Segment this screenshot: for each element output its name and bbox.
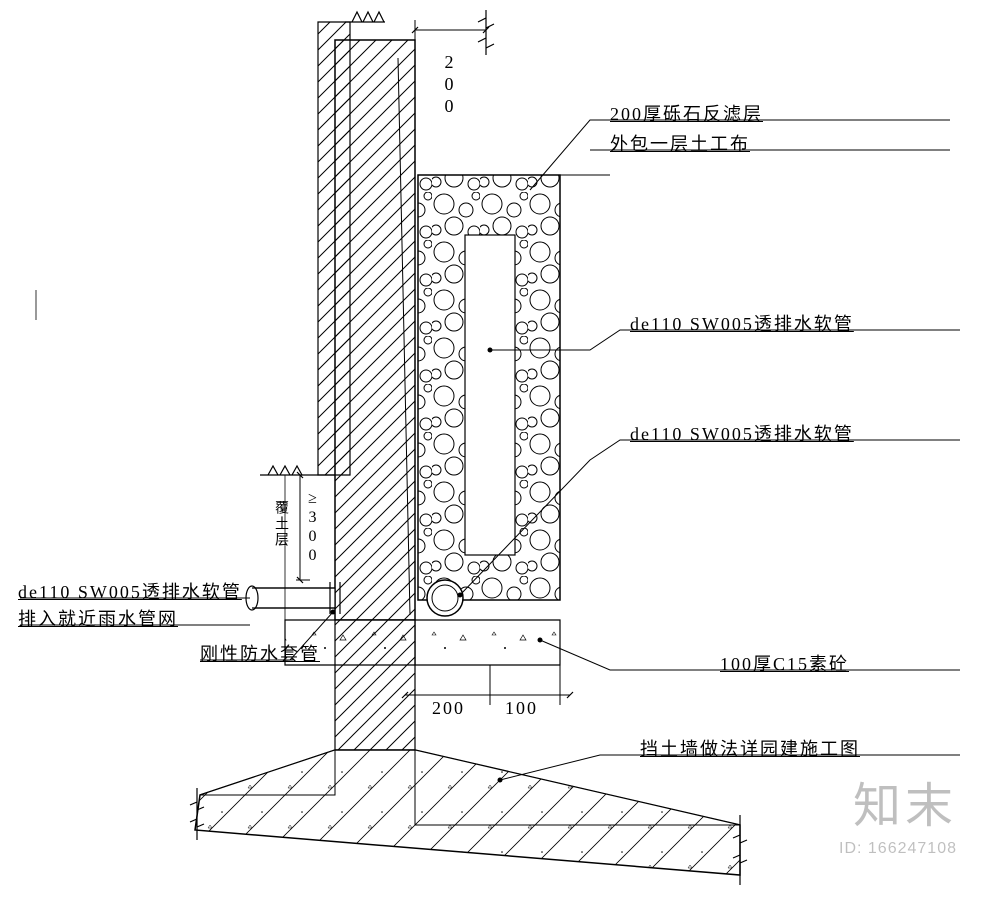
label-c15: 100厚C15素砼 [720, 650, 849, 676]
dim-top-200 [415, 20, 486, 40]
watermark-id: ID: 166247108 [839, 840, 957, 858]
label-left1: de110 SW005透排水软管 [18, 578, 242, 604]
gravel-void [465, 235, 515, 555]
drawing-svg [0, 0, 997, 906]
parapet-wall [318, 22, 350, 475]
ground-symbol-top [345, 12, 385, 22]
label-soil-cover: 覆土层 [270, 500, 290, 548]
break-top [478, 10, 494, 55]
dim-300: ≥300 [303, 490, 321, 566]
dim-bottom [405, 665, 570, 705]
dim-bot-100: 100 [505, 698, 538, 719]
dim-top-200: 200 [438, 52, 459, 118]
wall-stem-lower [335, 620, 415, 750]
watermark-logo: 知末 [853, 766, 957, 836]
label-sleeve: 刚性防水套管 [200, 640, 320, 666]
pipe-thru-wall [246, 582, 340, 614]
label-mid2: de110 SW005透排水软管 [630, 420, 854, 446]
c15-slab [415, 620, 560, 665]
drawing-canvas: 200 200厚砾石反滤层 外包一层土工布 de110 SW005透排水软管 d… [0, 0, 997, 906]
label-left2: 排入就近雨水管网 [18, 605, 178, 631]
label-gravel-1: 200厚砾石反滤层 [610, 100, 763, 126]
label-gravel-2: 外包一层土工布 [610, 130, 750, 156]
label-mid1: de110 SW005透排水软管 [630, 310, 854, 336]
label-wall-ref: 挡土墙做法详园建施工图 [640, 735, 860, 761]
dim-bot-200: 200 [432, 698, 465, 719]
